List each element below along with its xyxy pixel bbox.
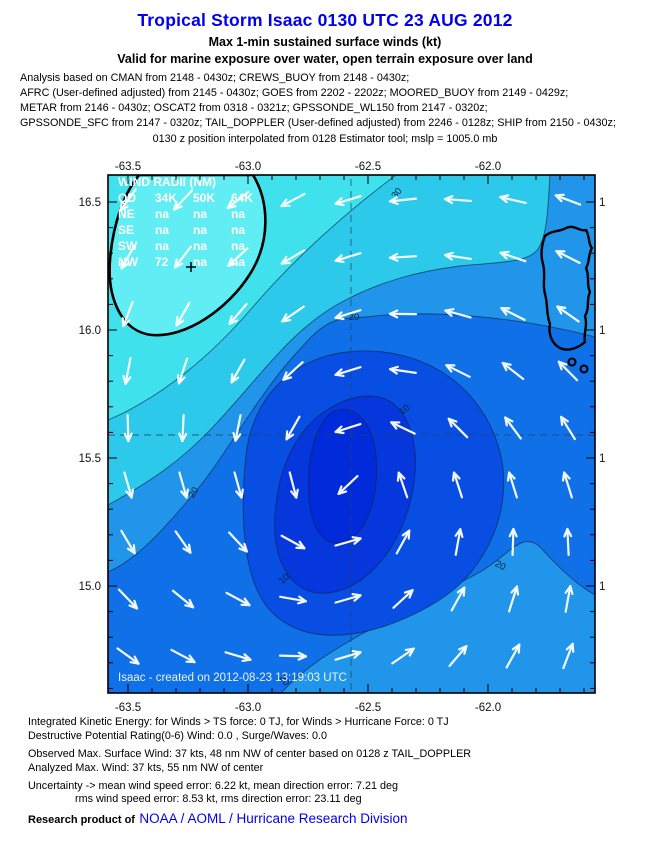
position-interpolation-note: 0130 z position interpolated from 0128 E… [152, 133, 498, 145]
analyzed-max-line: Analyzed Max. Wind: 37 kts, 55 nm NW of … [28, 762, 264, 774]
research-org-link[interactable]: NOAA / AOML / Hurricane Research Divisio… [139, 811, 408, 826]
wind-radii-cell: na [193, 255, 207, 269]
y-axis-label-right: 1 [599, 197, 605, 209]
contour-label: 20 [349, 312, 360, 323]
wind-radii-cell: 50K [193, 191, 215, 205]
y-axis-label-left: 15.5 [79, 453, 101, 465]
wind-radii-cell: 34K [155, 191, 177, 205]
y-axis-label-right: 1 [599, 453, 605, 465]
wind-radii-cell: 72 [155, 255, 169, 269]
ike-line: Integrated Kinetic Energy: for Winds > T… [28, 716, 449, 728]
wind-radii-cell: 64K [231, 191, 253, 205]
x-axis-label-top: -62.5 [355, 161, 381, 173]
wind-radii-cell: NW [118, 255, 139, 269]
x-axis-label-bottom: -62.5 [355, 702, 381, 714]
page-title: Tropical Storm Isaac 0130 UTC 23 AUG 201… [137, 10, 513, 30]
x-axis-label-bottom: -63.0 [235, 702, 261, 714]
wind-radii-cell: NE [118, 207, 135, 221]
wind-radii-table: WIND RADII (NM) QD 34K 50K 64K NE na na na SE na na… [118, 175, 253, 269]
wind-radii-cell: SE [118, 223, 134, 237]
wind-radii-cell: na [231, 239, 245, 253]
x-axis-label-top: -63.5 [115, 161, 141, 173]
wind-radii-cell: na [231, 207, 245, 221]
wind-band-<5 [307, 409, 377, 544]
uncertainty-line2: rms wind speed error: 8.53 kt, rms direc… [75, 793, 362, 805]
y-axis-label-left: 16.5 [79, 197, 101, 209]
contour-bands [108, 175, 595, 693]
wind-radii-cell: QD [118, 191, 136, 205]
subtitle-exposure: Valid for marine exposure over water, op… [117, 52, 533, 66]
dominica-coastline [540, 225, 594, 374]
x-axis-label-top: -62.0 [475, 161, 501, 173]
axis-labels: -63.5 -63.0 -62.5 -62.0 -63.5 -63.0 -62.5 -62.0… [79, 161, 606, 714]
wind-radii-cell: SW [118, 239, 138, 253]
wind-radii-cell: na [231, 223, 245, 237]
wind-radii-title: WIND RADII (NM) [118, 175, 216, 189]
research-prefix: Research product of [28, 814, 135, 826]
analysis-note-line4: GPSSONDE_SFC from 2147 - 0320z; TAIL_DOP… [20, 117, 616, 129]
wind-arrows [116, 188, 582, 670]
attribution-line: Research product of NOAA / AOML / Hurric… [28, 810, 408, 828]
contour-label: 20 [493, 558, 508, 573]
contour-label: 20 [277, 673, 292, 688]
wind-radii-cell: na [193, 239, 207, 253]
created-timestamp: Isaac - created on 2012-08-23 13:19:03 U… [118, 672, 347, 684]
x-axis-label-bottom: -62.0 [475, 702, 501, 714]
wind-band->34 [108, 175, 267, 337]
wind-radii-cell: na [193, 223, 207, 237]
y-axis-label-left: 16.0 [79, 325, 101, 337]
analysis-note-line3: METAR from 2146 - 0430z; OSCAT2 from 031… [20, 102, 488, 114]
subtitle-winds: Max 1-min sustained surface winds (kt) [208, 35, 442, 49]
y-axis-label-right: 1 [599, 325, 605, 337]
observed-max-line: Observed Max. Surface Wind: 37 kts, 48 n… [28, 748, 472, 760]
storm-center-crosshair [108, 179, 595, 693]
contour-label: 20 [186, 485, 201, 500]
y-axis-label-right: 1 [599, 581, 605, 593]
analysis-note-line2: AFRC (User-defined adjusted) from 2145 -… [20, 87, 569, 99]
wind-radii-cell: na [231, 255, 245, 269]
analysis-note-line1: Analysis based on CMAN from 2148 - 0430z… [20, 72, 410, 84]
wind-radii-cell: na [155, 207, 169, 221]
y-axis-label-left: 15.0 [79, 581, 101, 593]
max-wind-marker [186, 262, 196, 272]
wind-radii-cell: na [155, 239, 169, 253]
map-frame [107, 174, 596, 694]
wind-radii-cell: na [193, 207, 207, 221]
x-axis-label-bottom: -63.5 [115, 702, 141, 714]
uncertainty-line1: Uncertainty -> mean wind speed error: 6.… [28, 780, 398, 792]
dpr-line: Destructive Potential Rating(0-6) Wind: … [28, 730, 328, 742]
wind-radii-cell: na [155, 223, 169, 237]
x-axis-label-top: -63.0 [235, 161, 261, 173]
